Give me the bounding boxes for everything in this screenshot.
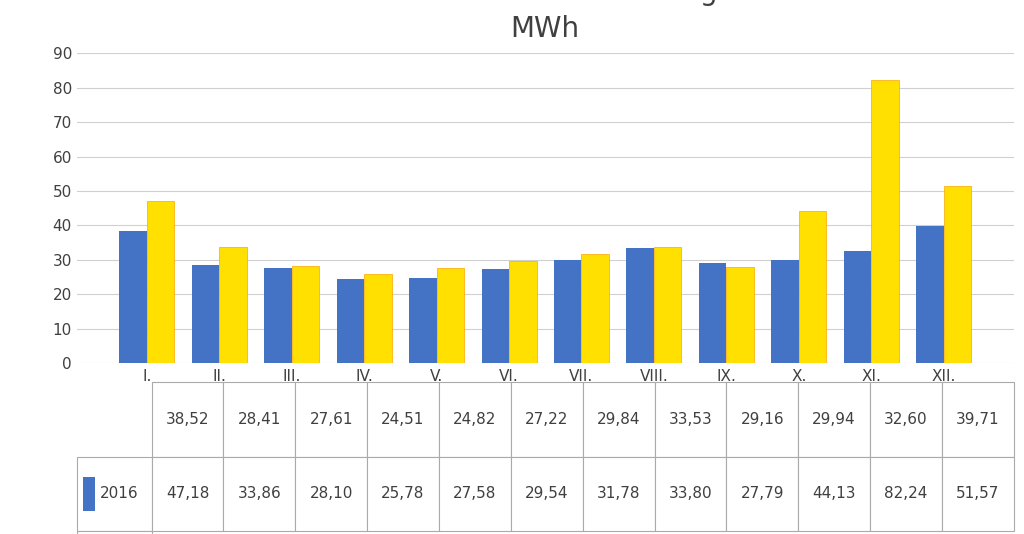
Bar bbox=[726, 268, 754, 363]
Bar bbox=[219, 247, 247, 363]
Bar bbox=[582, 254, 609, 363]
Text: 47,18: 47,18 bbox=[166, 486, 209, 501]
Text: 27,22: 27,22 bbox=[525, 412, 568, 427]
Text: 29,94: 29,94 bbox=[812, 412, 856, 427]
Bar bbox=[481, 270, 509, 363]
Bar bbox=[292, 266, 319, 363]
Text: 28,41: 28,41 bbox=[238, 412, 281, 427]
Bar bbox=[410, 278, 436, 363]
Bar bbox=[654, 247, 681, 363]
Bar bbox=[509, 262, 537, 363]
Bar bbox=[799, 211, 826, 363]
Bar bbox=[337, 279, 365, 363]
Text: 33,53: 33,53 bbox=[669, 412, 713, 427]
Bar bbox=[554, 261, 582, 363]
Bar bbox=[146, 201, 174, 363]
Text: 27,58: 27,58 bbox=[454, 486, 497, 501]
Text: 27,79: 27,79 bbox=[740, 486, 784, 501]
Text: 24,51: 24,51 bbox=[381, 412, 425, 427]
Bar bbox=[944, 186, 971, 363]
Text: 31,78: 31,78 bbox=[597, 486, 640, 501]
Text: 29,16: 29,16 bbox=[740, 412, 784, 427]
Text: 38,52: 38,52 bbox=[166, 412, 209, 427]
Text: 29,54: 29,54 bbox=[525, 486, 568, 501]
Text: 2016: 2016 bbox=[100, 486, 139, 501]
Bar bbox=[264, 268, 292, 363]
Text: 82,24: 82,24 bbox=[885, 486, 928, 501]
Bar bbox=[191, 265, 219, 363]
Title: Felhasznált villamos energia
MWh: Felhasznált villamos energia MWh bbox=[348, 0, 742, 43]
Text: 29,84: 29,84 bbox=[597, 412, 640, 427]
Bar bbox=[120, 231, 146, 363]
Text: 39,71: 39,71 bbox=[956, 412, 999, 427]
Text: 44,13: 44,13 bbox=[812, 486, 856, 501]
Text: 25,78: 25,78 bbox=[381, 486, 425, 501]
Bar bbox=[698, 263, 726, 363]
Text: 27,61: 27,61 bbox=[309, 412, 353, 427]
Bar bbox=[844, 251, 871, 363]
Bar bbox=[365, 274, 392, 363]
Bar bbox=[871, 80, 899, 363]
Bar bbox=[771, 260, 799, 363]
Text: 51,57: 51,57 bbox=[956, 486, 999, 501]
Text: 33,86: 33,86 bbox=[238, 486, 282, 501]
Text: 32,60: 32,60 bbox=[884, 412, 928, 427]
Text: 24,82: 24,82 bbox=[454, 412, 497, 427]
Bar bbox=[627, 248, 654, 363]
Bar bbox=[916, 226, 944, 363]
Text: 28,10: 28,10 bbox=[309, 486, 353, 501]
Text: 33,80: 33,80 bbox=[669, 486, 713, 501]
Bar bbox=[436, 268, 464, 363]
